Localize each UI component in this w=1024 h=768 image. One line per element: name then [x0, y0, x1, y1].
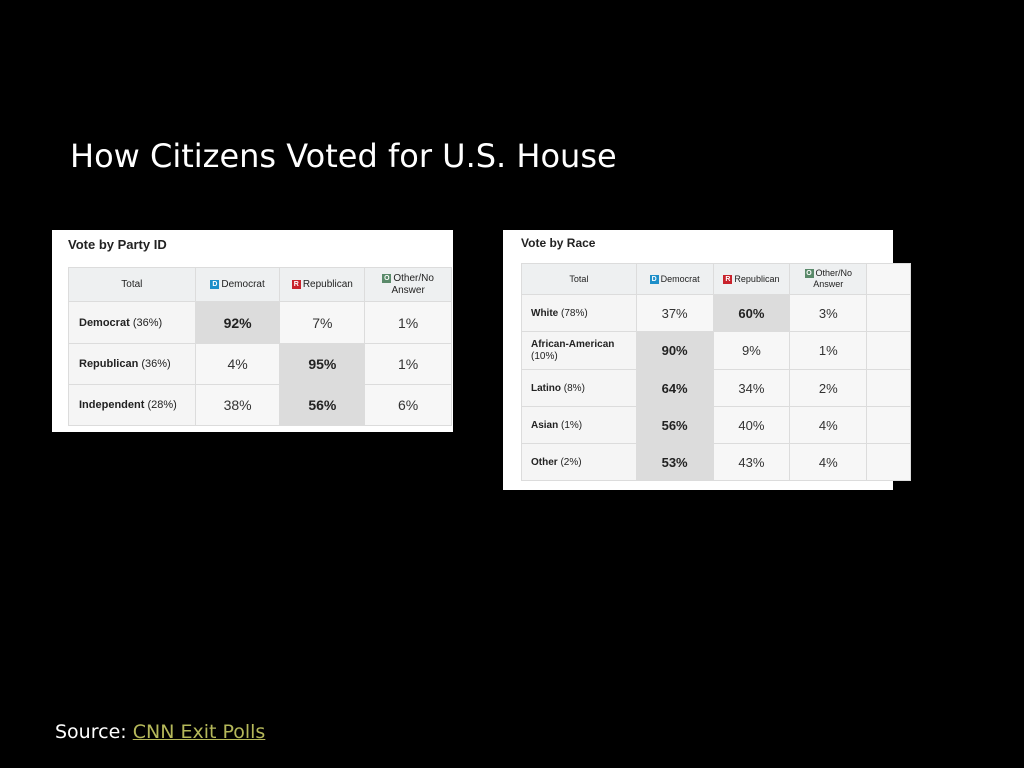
cell-republican: 95% — [279, 343, 366, 385]
row-label: Republican (36%) — [68, 343, 196, 385]
cell-empty — [866, 294, 911, 332]
cell-empty — [866, 369, 911, 407]
cell-other: 1% — [789, 331, 868, 370]
cell-democrat: 4% — [194, 343, 281, 385]
cell-empty — [866, 443, 911, 481]
header-democrat: D Democrat — [194, 267, 281, 302]
race-title: Vote by Race — [521, 236, 596, 250]
cell-democrat: 53% — [635, 443, 714, 481]
other-badge-icon: O — [804, 269, 814, 278]
slide-title: How Citizens Voted for U.S. House — [70, 137, 617, 175]
cell-democrat: 92% — [194, 301, 281, 344]
source-label: Source: — [55, 721, 127, 743]
cell-democrat: 90% — [635, 331, 714, 370]
republican-badge-icon: R — [723, 275, 733, 284]
cell-other: 2% — [789, 369, 868, 407]
cell-republican: 56% — [279, 384, 366, 426]
row-label: Democrat (36%) — [68, 301, 196, 344]
header-empty — [866, 263, 911, 295]
row-label: Other (2%) — [521, 443, 637, 481]
party-id-title: Vote by Party ID — [68, 237, 167, 252]
race-table: Total D Democrat R Republican O Other/No Ans… — [521, 263, 911, 481]
source-line: Source: CNN Exit Polls — [55, 721, 265, 743]
cell-republican: 7% — [279, 301, 366, 344]
table-row: White (78%) 37% 60% 3% — [521, 294, 911, 332]
party-id-table: Total D Democrat R Republican O Other/No Ans… — [68, 267, 452, 426]
source-link[interactable]: CNN Exit Polls — [132, 721, 266, 743]
table-row: Other (2%) 53% 43% 4% — [521, 443, 911, 481]
table-row: Asian (1%) 56% 40% 4% — [521, 406, 911, 444]
republican-badge-icon: R — [291, 280, 301, 289]
header-other: O Other/No Answer — [789, 263, 868, 295]
cell-other: 6% — [364, 384, 452, 426]
row-label: White (78%) — [521, 294, 637, 332]
cell-republican: 40% — [712, 406, 791, 444]
header-total: Total — [521, 263, 637, 295]
row-label: Asian (1%) — [521, 406, 637, 444]
table-row: African-American (10%) 90% 9% 1% — [521, 331, 911, 370]
table-row: Republican (36%) 4% 95% 1% — [68, 343, 452, 385]
row-label: Latino (8%) — [521, 369, 637, 407]
cell-other: 4% — [789, 443, 868, 481]
table-row: Democrat (36%) 92% 7% 1% — [68, 301, 452, 344]
democrat-badge-icon: D — [210, 280, 220, 289]
cell-other: 4% — [789, 406, 868, 444]
race-panel: Vote by Race Total D Democrat R Republican… — [503, 230, 911, 490]
other-badge-icon: O — [382, 273, 392, 283]
cell-democrat: 64% — [635, 369, 714, 407]
cell-democrat: 38% — [194, 384, 281, 426]
cell-other: 3% — [789, 294, 868, 332]
cell-democrat: 56% — [635, 406, 714, 444]
cell-empty — [866, 331, 911, 370]
cell-republican: 60% — [712, 294, 791, 332]
cell-other: 1% — [364, 343, 452, 385]
cell-republican: 43% — [712, 443, 791, 481]
cell-democrat: 37% — [635, 294, 714, 332]
row-label: Independent (28%) — [68, 384, 196, 426]
cell-empty — [866, 406, 911, 444]
table-row: Independent (28%) 38% 56% 6% — [68, 384, 452, 426]
header-republican: R Republican — [712, 263, 791, 295]
header-total: Total — [68, 267, 196, 302]
table-row: Latino (8%) 64% 34% 2% — [521, 369, 911, 407]
cell-republican: 9% — [712, 331, 791, 370]
cell-other: 1% — [364, 301, 452, 344]
header-other: O Other/No Answer — [364, 267, 452, 302]
row-label: African-American (10%) — [521, 331, 637, 370]
democrat-badge-icon: D — [649, 275, 659, 284]
cell-republican: 34% — [712, 369, 791, 407]
party-id-panel: Vote by Party ID Total D Democrat R Republ… — [52, 230, 453, 432]
header-republican: R Republican — [279, 267, 366, 302]
header-democrat: D Democrat — [635, 263, 714, 295]
